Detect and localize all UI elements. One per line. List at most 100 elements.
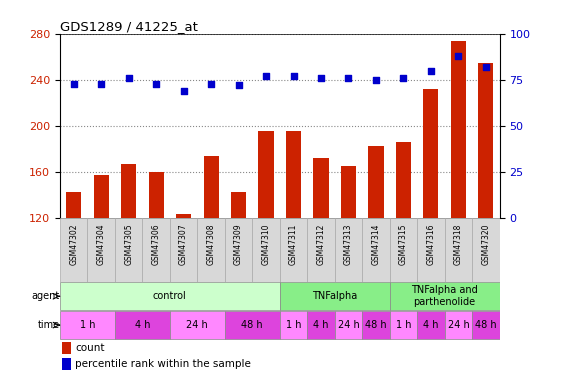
Text: time: time (37, 320, 59, 330)
Text: GSM47306: GSM47306 (152, 224, 160, 265)
Bar (335, 218, 362, 282)
Bar (472, 218, 500, 282)
Text: GSM47308: GSM47308 (207, 224, 216, 265)
Bar (280, 218, 307, 282)
Bar (286, 130, 301, 218)
Point (234, 82, 243, 88)
Bar (396, 142, 411, 218)
Bar (176, 214, 191, 218)
Text: GSM47304: GSM47304 (96, 224, 106, 265)
Bar (231, 192, 246, 218)
Bar (62, 358, 71, 370)
Point (481, 64, 490, 70)
Text: GSM47315: GSM47315 (399, 224, 408, 265)
Point (69, 81, 78, 87)
Bar (115, 218, 142, 282)
Bar (280, 311, 307, 339)
Text: GSM47309: GSM47309 (234, 224, 243, 265)
Bar (445, 218, 472, 282)
Point (207, 81, 216, 87)
Text: GSM47313: GSM47313 (344, 224, 353, 265)
Bar (62, 342, 71, 354)
Point (124, 75, 133, 81)
Text: GDS1289 / 41225_at: GDS1289 / 41225_at (60, 20, 198, 33)
Text: 4 h: 4 h (135, 320, 150, 330)
Bar (87, 218, 115, 282)
Text: 4 h: 4 h (423, 320, 439, 330)
Bar (362, 218, 389, 282)
Text: GSM47320: GSM47320 (481, 224, 490, 265)
Bar (423, 89, 439, 218)
Text: control: control (153, 291, 187, 301)
Text: GSM47312: GSM47312 (316, 224, 325, 265)
Bar (170, 218, 198, 282)
Point (427, 68, 436, 74)
Bar (115, 311, 170, 339)
Bar (307, 218, 335, 282)
Point (179, 88, 188, 94)
Bar (203, 156, 219, 218)
Text: GSM47310: GSM47310 (262, 224, 271, 265)
Bar (94, 174, 108, 218)
Bar (445, 311, 472, 339)
Bar (478, 63, 493, 218)
Bar (389, 282, 500, 310)
Bar (368, 146, 384, 218)
Bar (417, 311, 445, 339)
Bar (60, 311, 115, 339)
Bar (121, 164, 136, 218)
Bar (142, 218, 170, 282)
Bar (417, 218, 445, 282)
Text: 1 h: 1 h (286, 320, 301, 330)
Text: 1 h: 1 h (80, 320, 95, 330)
Bar (341, 166, 356, 218)
Bar (148, 172, 164, 218)
Bar (389, 218, 417, 282)
Text: GSM47302: GSM47302 (69, 224, 78, 265)
Point (344, 75, 353, 81)
Text: agent: agent (31, 291, 59, 301)
Bar (362, 311, 389, 339)
Point (289, 73, 298, 79)
Bar (451, 40, 466, 218)
Text: 48 h: 48 h (242, 320, 263, 330)
Bar (389, 311, 417, 339)
Bar (280, 282, 390, 310)
Bar (252, 218, 280, 282)
Text: GSM47316: GSM47316 (427, 224, 436, 265)
Text: 24 h: 24 h (187, 320, 208, 330)
Text: GSM47318: GSM47318 (454, 224, 463, 265)
Bar (170, 311, 225, 339)
Point (151, 81, 160, 87)
Text: GSM47305: GSM47305 (124, 224, 133, 265)
Bar (335, 311, 362, 339)
Text: GSM47307: GSM47307 (179, 224, 188, 265)
Bar (225, 218, 252, 282)
Text: 48 h: 48 h (475, 320, 497, 330)
Bar (472, 311, 500, 339)
Point (262, 73, 271, 79)
Text: count: count (75, 343, 105, 353)
Bar (225, 311, 280, 339)
Bar (307, 311, 335, 339)
Text: percentile rank within the sample: percentile rank within the sample (75, 358, 251, 369)
Bar (198, 218, 225, 282)
Text: GSM47311: GSM47311 (289, 224, 298, 265)
Point (96, 81, 106, 87)
Point (316, 75, 325, 81)
Bar (60, 218, 87, 282)
Text: 1 h: 1 h (396, 320, 411, 330)
Text: TNFalpha: TNFalpha (312, 291, 357, 301)
Text: 24 h: 24 h (337, 320, 359, 330)
Text: 24 h: 24 h (448, 320, 469, 330)
Bar (66, 192, 81, 218)
Bar (259, 130, 274, 218)
Text: GSM47314: GSM47314 (372, 224, 380, 265)
Point (399, 75, 408, 81)
Bar (60, 282, 280, 310)
Text: 48 h: 48 h (365, 320, 387, 330)
Text: TNFalpha and
parthenolide: TNFalpha and parthenolide (411, 285, 478, 307)
Point (371, 77, 380, 83)
Text: 4 h: 4 h (313, 320, 329, 330)
Bar (313, 158, 328, 218)
